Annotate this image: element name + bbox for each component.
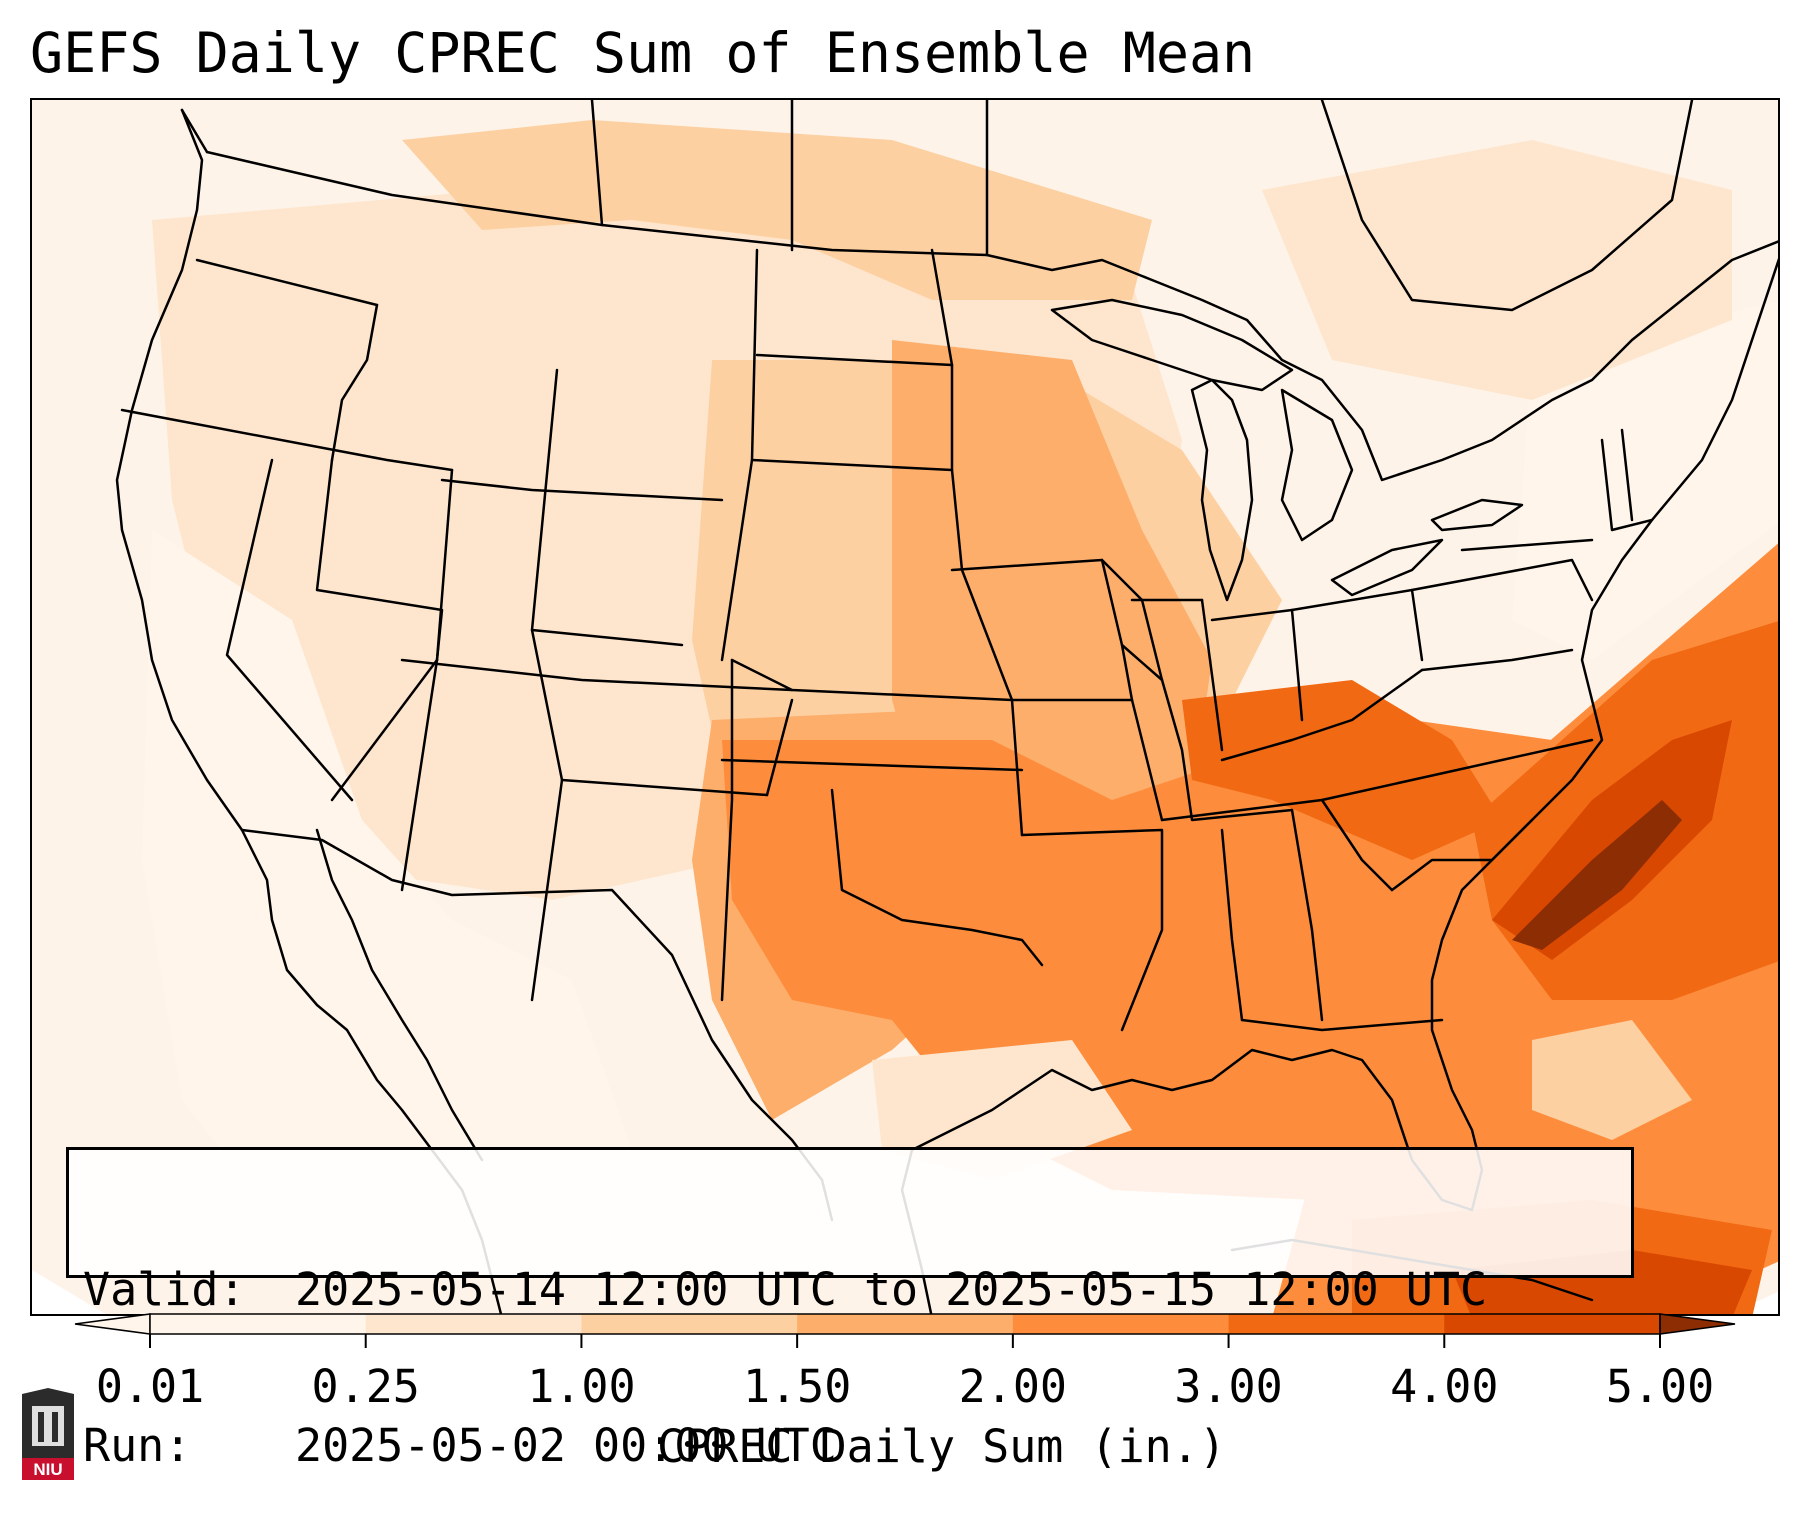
map-boundaries [115, 100, 1778, 1314]
colorbar-extend-high [1659, 1313, 1736, 1335]
state-boundary [1240, 1018, 1444, 1032]
state-boundary [440, 478, 724, 502]
colorbar-segment [1012, 1314, 1230, 1334]
state-boundary [120, 408, 454, 472]
state-boundary [720, 658, 734, 1002]
state-boundary [195, 258, 379, 307]
state-boundary [435, 468, 454, 662]
colorbar-tick-label: 0.25 [311, 1360, 420, 1413]
colorbar-segment [581, 1314, 798, 1334]
lake-ontario [1430, 498, 1524, 532]
province-boundary [180, 108, 209, 154]
colorbar-segment [1444, 1314, 1661, 1334]
precip-area-lightest [142, 530, 632, 1250]
state-boundary [720, 758, 1024, 772]
province-boundary [590, 100, 604, 227]
colorbar-tick-label: 0.01 [95, 1360, 205, 1413]
state-boundary [930, 248, 1024, 837]
colorbar-label: CPREC Daily Sum (in.) [657, 1420, 1226, 1473]
niu-logo-icon: NIU [18, 1388, 78, 1484]
run-time: 2025-05-02 00:00 UTC [295, 1419, 837, 1472]
run-label: Run: [83, 1419, 192, 1472]
colorbar-segment [1228, 1314, 1445, 1334]
gulf-of-california-coast [315, 828, 484, 1162]
precip-area-darkest [1512, 800, 1682, 950]
colorbar-tick-label: 3.00 [1174, 1360, 1283, 1413]
state-boundary [1290, 808, 1324, 1022]
pacific-coastline [115, 108, 503, 1314]
lake-superior [1050, 298, 1294, 392]
lake-huron [1280, 388, 1354, 542]
state-boundary [1200, 598, 1224, 752]
colorbar-frame [149, 1313, 1661, 1335]
colorbar-extend-low [74, 1313, 151, 1335]
precip-area-medium [1532, 1020, 1692, 1140]
colorbar-tick-label: 4.00 [1390, 1360, 1499, 1413]
state-boundary [1620, 428, 1634, 522]
state-boundary [400, 658, 794, 692]
precipitation-map [30, 98, 1780, 1316]
state-boundary [830, 788, 1044, 967]
colorbar-tick-label: 5.00 [1605, 1360, 1715, 1413]
valid-time-range: 2025-05-14 12:00 UTC to 2025-05-15 12:00… [295, 1263, 1488, 1316]
logo-text: NIU [33, 1460, 62, 1479]
out-of-domain-area [32, 1270, 106, 1314]
precip-area-red-orange [1182, 680, 1502, 860]
hudson-bay-shore [1320, 100, 1694, 312]
state-boundary [1020, 828, 1164, 1032]
map-title: GEFS Daily CPREC Sum of Ensemble Mean [30, 21, 1256, 85]
state-boundary [1220, 668, 1424, 762]
precip-area-orange [892, 340, 1212, 860]
state-boundary [1410, 558, 1594, 602]
state-boundary [225, 458, 354, 802]
lake-erie [1330, 538, 1444, 597]
colorbar-segment [797, 1314, 1014, 1334]
precip-area-light [1262, 140, 1732, 400]
colorbar-tick-label: 1.00 [527, 1360, 636, 1413]
state-boundary [755, 353, 954, 367]
state-boundary [1120, 643, 1294, 822]
colorbar-tick-label: 1.50 [742, 1360, 852, 1413]
colorbar-tick-label: 2.00 [958, 1360, 1068, 1413]
state-boundary [530, 778, 564, 1002]
state-boundary [750, 458, 954, 472]
precip-area-medium [872, 1040, 1132, 1180]
precip-field [142, 120, 1778, 1314]
lake-michigan [1190, 378, 1254, 602]
colorbar-segment [365, 1314, 582, 1334]
colorbar [74, 1313, 1736, 1348]
colorbar-segment [150, 1314, 367, 1334]
state-boundary [400, 658, 439, 892]
state-boundary [1160, 738, 1594, 822]
state-boundary [765, 698, 794, 797]
state-boundary [330, 303, 379, 462]
state-boundary [1420, 648, 1574, 672]
state-boundary [1220, 828, 1244, 1022]
state-boundary [1320, 798, 1394, 892]
great-lakes-border [985, 240, 1778, 482]
state-boundary [1460, 538, 1594, 552]
valid-info-box: Valid: 2025-05-14 12:00 UTC to 2025-05-15… [66, 1147, 1634, 1472]
state-boundary [1390, 818, 1534, 892]
valid-label: Valid: [83, 1263, 246, 1316]
state-boundary [1600, 438, 1654, 532]
state-boundary [730, 658, 1014, 702]
